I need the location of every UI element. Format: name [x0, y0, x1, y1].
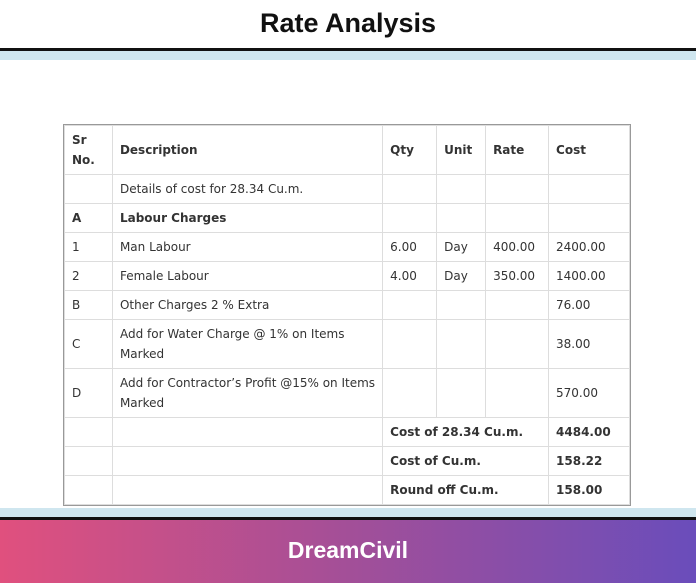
cell: Labour Charges	[111, 203, 384, 233]
summary-cost: 4484.00	[548, 417, 630, 447]
cell: 1400.00	[548, 261, 630, 291]
summary-row: Cost of Cu.m. 158.22	[64, 446, 630, 476]
table-body: Details of cost for 28.34 Cu.m. A Labour C…	[64, 174, 630, 505]
cell: 2	[64, 261, 113, 291]
table-row: Details of cost for 28.34 Cu.m.	[64, 174, 630, 204]
divider	[0, 48, 696, 51]
band	[0, 508, 696, 517]
cell: Man Labour	[111, 232, 384, 262]
band	[0, 51, 696, 60]
cell	[64, 417, 113, 447]
cell	[436, 368, 487, 418]
summary-cost: 158.00	[548, 475, 630, 505]
table-row: B Other Charges 2 % Extra 76.00	[64, 290, 630, 320]
summary-label: Round off Cu.m.	[382, 475, 550, 505]
cell: 4.00	[382, 261, 438, 291]
cell: 2400.00	[548, 232, 630, 262]
cell	[485, 203, 550, 233]
table-row: C Add for Water Charge @ 1% on Items Mark…	[64, 319, 630, 369]
table-row: D Add for Contractor’s Profit @15% on Ite…	[64, 368, 630, 418]
cell: A	[64, 203, 113, 233]
cell	[485, 290, 550, 320]
cell: Day	[436, 232, 487, 262]
cell	[382, 368, 438, 418]
brand: DreamCivil	[0, 520, 696, 583]
cell	[382, 174, 438, 204]
cell	[485, 174, 550, 204]
column-header: Description	[111, 125, 384, 175]
cell	[436, 203, 487, 233]
cell: D	[64, 368, 113, 418]
header-row: Sr No. Description Qty Unit Rate Cost	[64, 125, 630, 175]
cell	[485, 368, 550, 418]
cell: 76.00	[548, 290, 630, 320]
summary-row: Round off Cu.m. 158.00	[64, 475, 630, 505]
cell	[436, 319, 487, 369]
page-title: Rate Analysis	[259, 8, 437, 38]
divider	[0, 517, 696, 520]
cell	[64, 446, 113, 476]
summary-label: Cost of Cu.m.	[382, 446, 550, 476]
cell: Add for Water Charge @ 1% on Items Marke…	[111, 319, 384, 369]
summary-row: Cost of 28.34 Cu.m. 4484.00	[64, 417, 630, 447]
cell: Add for Contractor’s Profit @15% on Item…	[111, 368, 384, 418]
cell: 400.00	[485, 232, 550, 262]
cell: 1	[64, 232, 113, 262]
column-header: Unit	[436, 125, 487, 175]
column-header: Qty	[382, 125, 438, 175]
cell	[382, 290, 438, 320]
rate-table: Sr No. Description Qty Unit Rate Cost Details…	[63, 124, 631, 506]
summary-label: Cost of 28.34 Cu.m.	[382, 417, 550, 447]
cell: Female Labour	[111, 261, 384, 291]
cell: Details of cost for 28.34 Cu.m.	[111, 174, 384, 204]
table-row: 2 Female Labour 4.00 Day 350.00 1400.00	[64, 261, 630, 291]
cell	[111, 446, 384, 476]
cell: 6.00	[382, 232, 438, 262]
cell: 570.00	[548, 368, 630, 418]
summary-cost: 158.22	[548, 446, 630, 476]
cell	[382, 319, 438, 369]
cell: 38.00	[548, 319, 630, 369]
cell	[436, 290, 487, 320]
cell	[111, 417, 384, 447]
column-header: Cost	[548, 125, 630, 175]
cell	[548, 174, 630, 204]
cell: B	[64, 290, 113, 320]
cell	[382, 203, 438, 233]
table-row: A Labour Charges	[64, 203, 630, 233]
cell: Day	[436, 261, 487, 291]
table-row: 1 Man Labour 6.00 Day 400.00 2400.00	[64, 232, 630, 262]
column-header: Sr No.	[64, 125, 113, 175]
cell	[64, 174, 113, 204]
cell	[436, 174, 487, 204]
column-header: Rate	[485, 125, 550, 175]
cell	[111, 475, 384, 505]
cell	[485, 319, 550, 369]
cell	[64, 475, 113, 505]
cell: Other Charges 2 % Extra	[111, 290, 384, 320]
cell: C	[64, 319, 113, 369]
cell: 350.00	[485, 261, 550, 291]
cell	[548, 203, 630, 233]
